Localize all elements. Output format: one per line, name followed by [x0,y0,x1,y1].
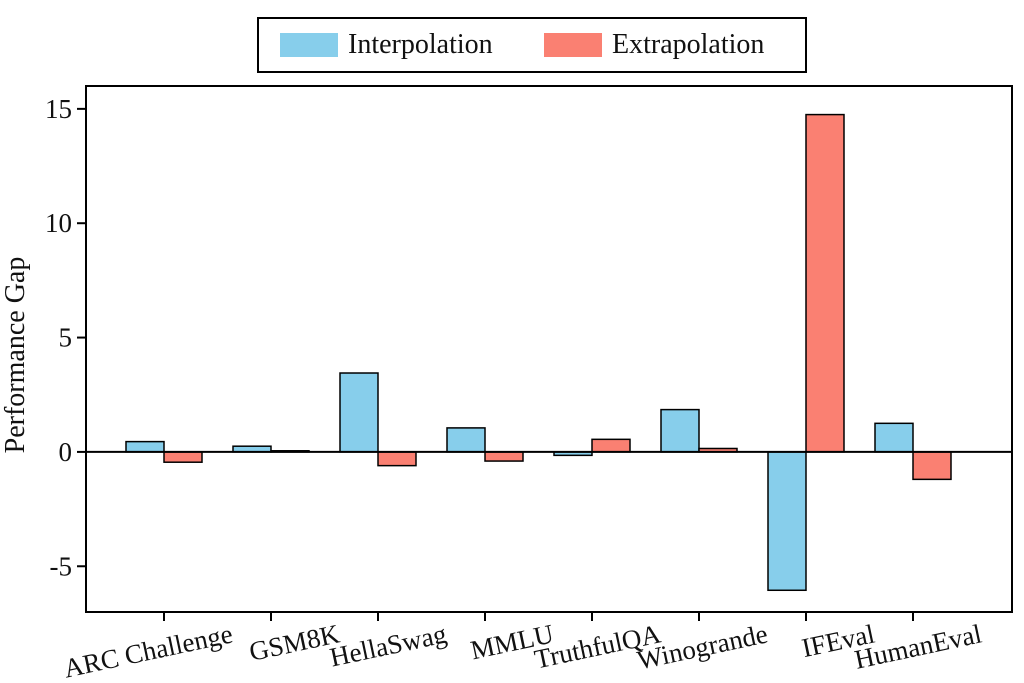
legend-swatch-extrapolation [544,33,602,57]
y-axis-title: Performance Gap [0,257,31,454]
plot-frame [85,85,1013,613]
y-tick-label: -5 [50,551,73,581]
bar-extrapolation-ifeval [805,113,845,453]
x-tick-label: HellaSwag [327,619,449,673]
bar-extrapolation-hellaswag [377,451,417,467]
y-axis: -5 0 5 10 15 [45,94,86,581]
bars [125,113,952,592]
bar-interpolation-mmlu [446,427,486,453]
bar-extrapolation-humaneval [912,451,952,481]
bar-interpolation-humaneval [874,422,914,453]
x-tick-label: ARC Challenge [61,619,235,683]
bar-interpolation-arc-challenge [125,440,165,453]
y-tick-label: 0 [59,437,73,467]
y-tick-label: 15 [45,94,72,124]
y-tick-label: 5 [59,323,73,353]
legend-label-extrapolation: Extrapolation [612,29,764,60]
legend-label-interpolation: Interpolation [348,29,493,60]
legend: Interpolation Extrapolation [257,17,807,73]
bar-extrapolation-truthfulqa [591,438,631,453]
bar-interpolation-hellaswag [339,372,379,453]
bar-extrapolation-arc-challenge [163,451,203,463]
bar-extrapolation-mmlu [484,451,524,462]
bar-interpolation-ifeval [767,451,807,592]
legend-box [257,17,807,73]
legend-swatch-interpolation [280,33,338,57]
bar-interpolation-winogrande [660,408,700,453]
y-tick-label: 10 [45,208,72,238]
